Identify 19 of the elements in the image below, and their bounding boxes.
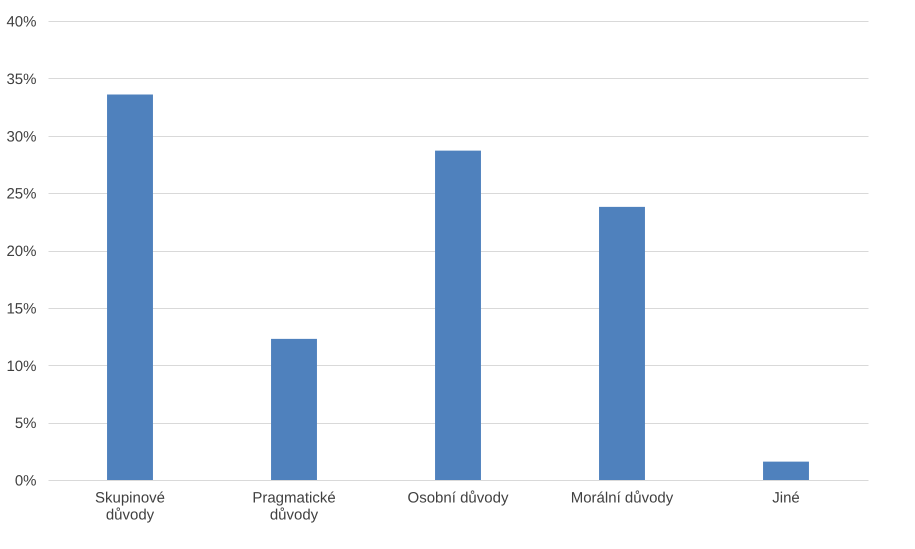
x-tick-label: Morální důvody [570, 490, 674, 506]
y-tick-label: 35% [6, 70, 36, 88]
y-tick-label: 15% [6, 300, 36, 318]
y-tick-label: 0% [14, 472, 36, 490]
y-tick-label: 10% [6, 358, 36, 375]
bar [435, 150, 481, 480]
x-tick-label: Osobní důvody [408, 490, 509, 506]
y-tick-label: 20% [6, 243, 36, 260]
y-tick-label: 40% [6, 14, 36, 30]
x-tick-label: Pragmatické důvody [252, 490, 336, 524]
y-tick-label: 30% [6, 128, 36, 146]
bar [107, 94, 153, 480]
bar [599, 206, 645, 480]
x-tick-label: Jiné [772, 490, 800, 506]
x-tick-label: Skupinové důvody [94, 490, 166, 524]
y-tick-label: 5% [14, 415, 36, 432]
bar [271, 338, 317, 480]
bar [763, 462, 809, 480]
y-tick-label: 25% [6, 186, 36, 203]
